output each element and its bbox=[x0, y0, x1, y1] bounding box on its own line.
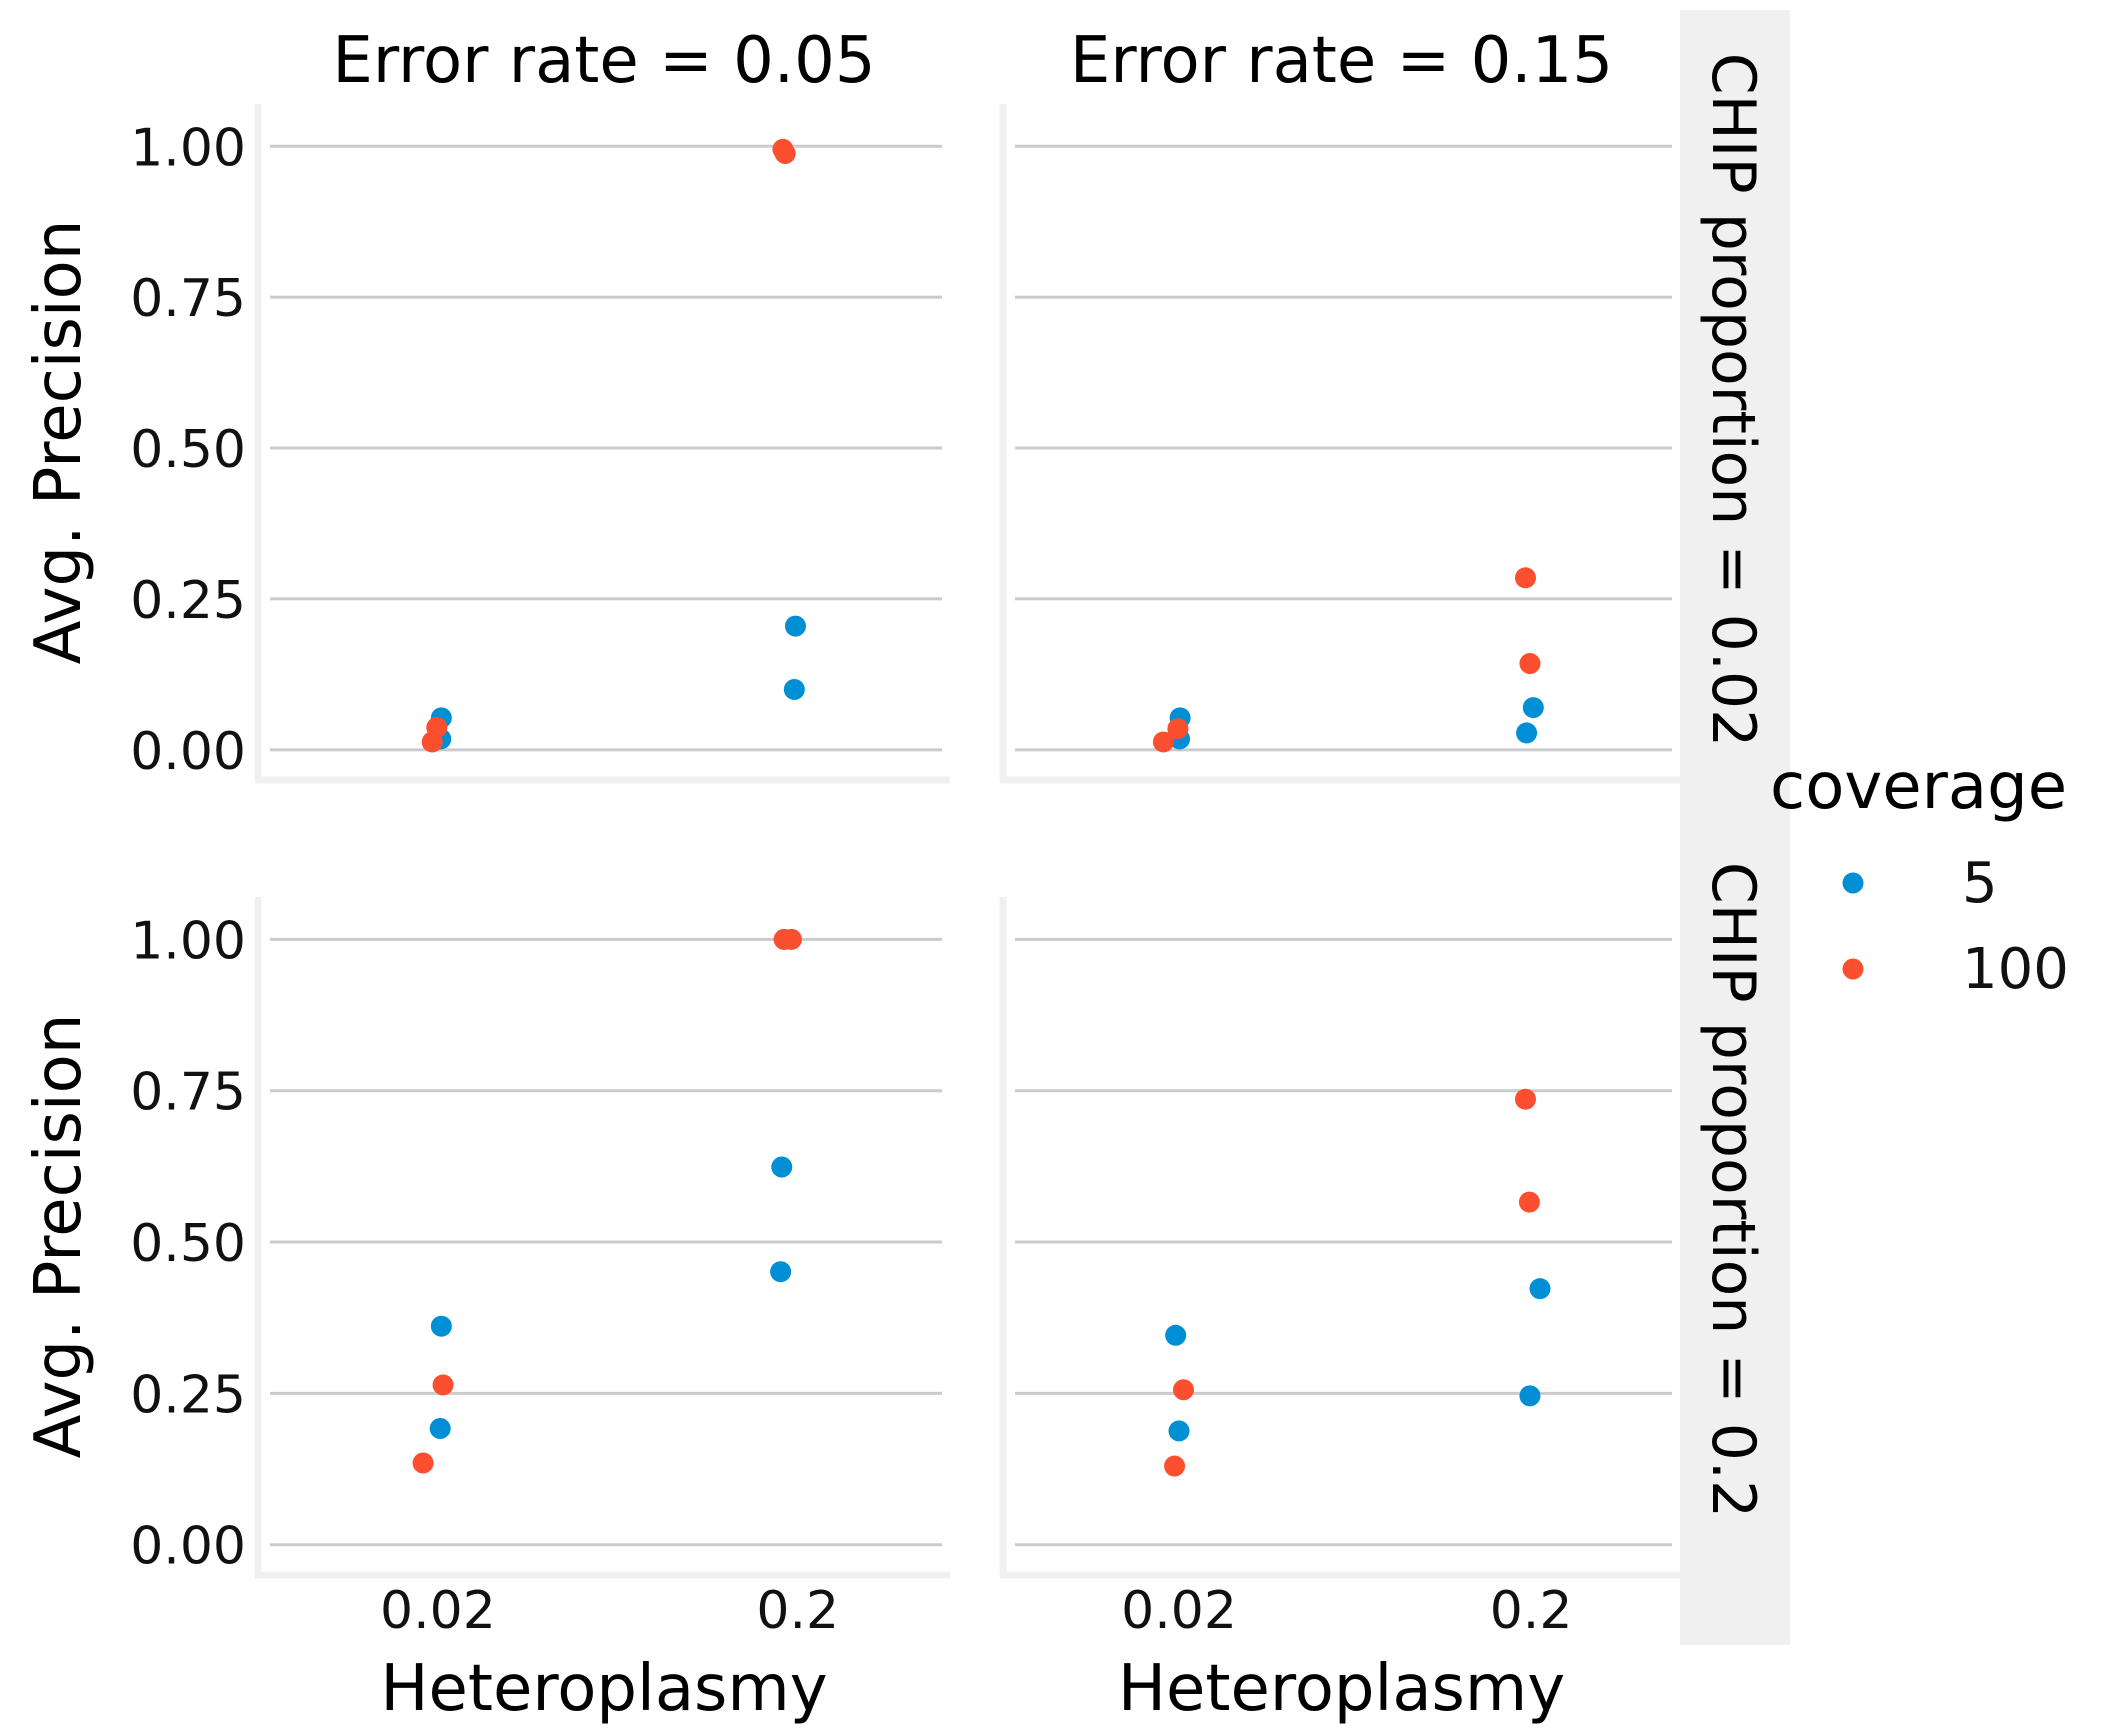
point-coverage-5 bbox=[770, 1261, 792, 1283]
row-strip-background bbox=[1680, 10, 1790, 1645]
y-tick-label: 0.00 bbox=[130, 722, 246, 782]
point-coverage-100 bbox=[1172, 1379, 1194, 1401]
y-tick-label: 0.75 bbox=[130, 1063, 246, 1123]
point-coverage-100 bbox=[432, 1374, 454, 1396]
facet-label-row-1: CHIP proportion = 0.2 bbox=[1698, 862, 1768, 1518]
facet-label-row-0: CHIP proportion = 0.02 bbox=[1698, 53, 1768, 748]
x-axis-label-col-0: Heteroplasmy bbox=[380, 1652, 827, 1726]
point-coverage-100 bbox=[1167, 718, 1189, 740]
x-axis-label-col-1: Heteroplasmy bbox=[1118, 1652, 1565, 1726]
point-coverage-5 bbox=[771, 1156, 793, 1178]
y-tick-label: 0.50 bbox=[130, 1214, 246, 1274]
point-coverage-5 bbox=[429, 1418, 451, 1440]
x-tick-label: 0.2 bbox=[756, 1581, 839, 1641]
legend-label-5: 5 bbox=[1962, 851, 1998, 916]
x-tick-label: 0.2 bbox=[1490, 1581, 1573, 1641]
point-coverage-100 bbox=[774, 142, 796, 164]
legend-marker-100 bbox=[1842, 958, 1864, 980]
y-tick-label: 0.50 bbox=[130, 420, 246, 480]
facet-title-col-1: Error rate = 0.15 bbox=[1070, 24, 1613, 98]
point-coverage-5 bbox=[1522, 697, 1544, 719]
point-coverage-100 bbox=[1514, 1088, 1536, 1110]
point-coverage-100 bbox=[1152, 731, 1174, 753]
point-coverage-5 bbox=[1519, 1385, 1541, 1407]
point-coverage-5 bbox=[784, 615, 806, 637]
y-axis-label-row-1: Avg. Precision bbox=[22, 1014, 96, 1459]
y-tick-label: 0.25 bbox=[130, 1365, 246, 1425]
y-axis-label-row-0: Avg. Precision bbox=[22, 220, 96, 665]
legend-title: coverage bbox=[1770, 750, 2067, 824]
point-coverage-5 bbox=[1168, 1420, 1190, 1442]
point-coverage-5 bbox=[1165, 1324, 1187, 1346]
facet-title-col-0: Error rate = 0.05 bbox=[332, 24, 875, 98]
point-coverage-100 bbox=[1514, 567, 1536, 589]
y-tick-label: 0.00 bbox=[130, 1517, 246, 1577]
point-coverage-100 bbox=[412, 1452, 434, 1474]
y-tick-label: 1.00 bbox=[130, 118, 246, 178]
point-coverage-5 bbox=[783, 678, 805, 700]
point-coverage-5 bbox=[1516, 722, 1538, 744]
y-tick-label: 1.00 bbox=[130, 911, 246, 971]
point-coverage-100 bbox=[426, 716, 448, 738]
legend-label-100: 100 bbox=[1962, 937, 2069, 1002]
x-tick-label: 0.02 bbox=[1121, 1581, 1237, 1641]
point-coverage-100 bbox=[780, 928, 802, 950]
y-tick-label: 0.25 bbox=[130, 571, 246, 631]
point-coverage-5 bbox=[430, 1315, 452, 1337]
legend-marker-5 bbox=[1842, 872, 1864, 894]
y-tick-label: 0.75 bbox=[130, 269, 246, 329]
point-coverage-100 bbox=[1164, 1455, 1186, 1477]
x-tick-label: 0.02 bbox=[380, 1581, 496, 1641]
point-coverage-100 bbox=[1518, 1191, 1540, 1213]
point-coverage-100 bbox=[1519, 653, 1541, 675]
point-coverage-5 bbox=[1529, 1278, 1551, 1300]
